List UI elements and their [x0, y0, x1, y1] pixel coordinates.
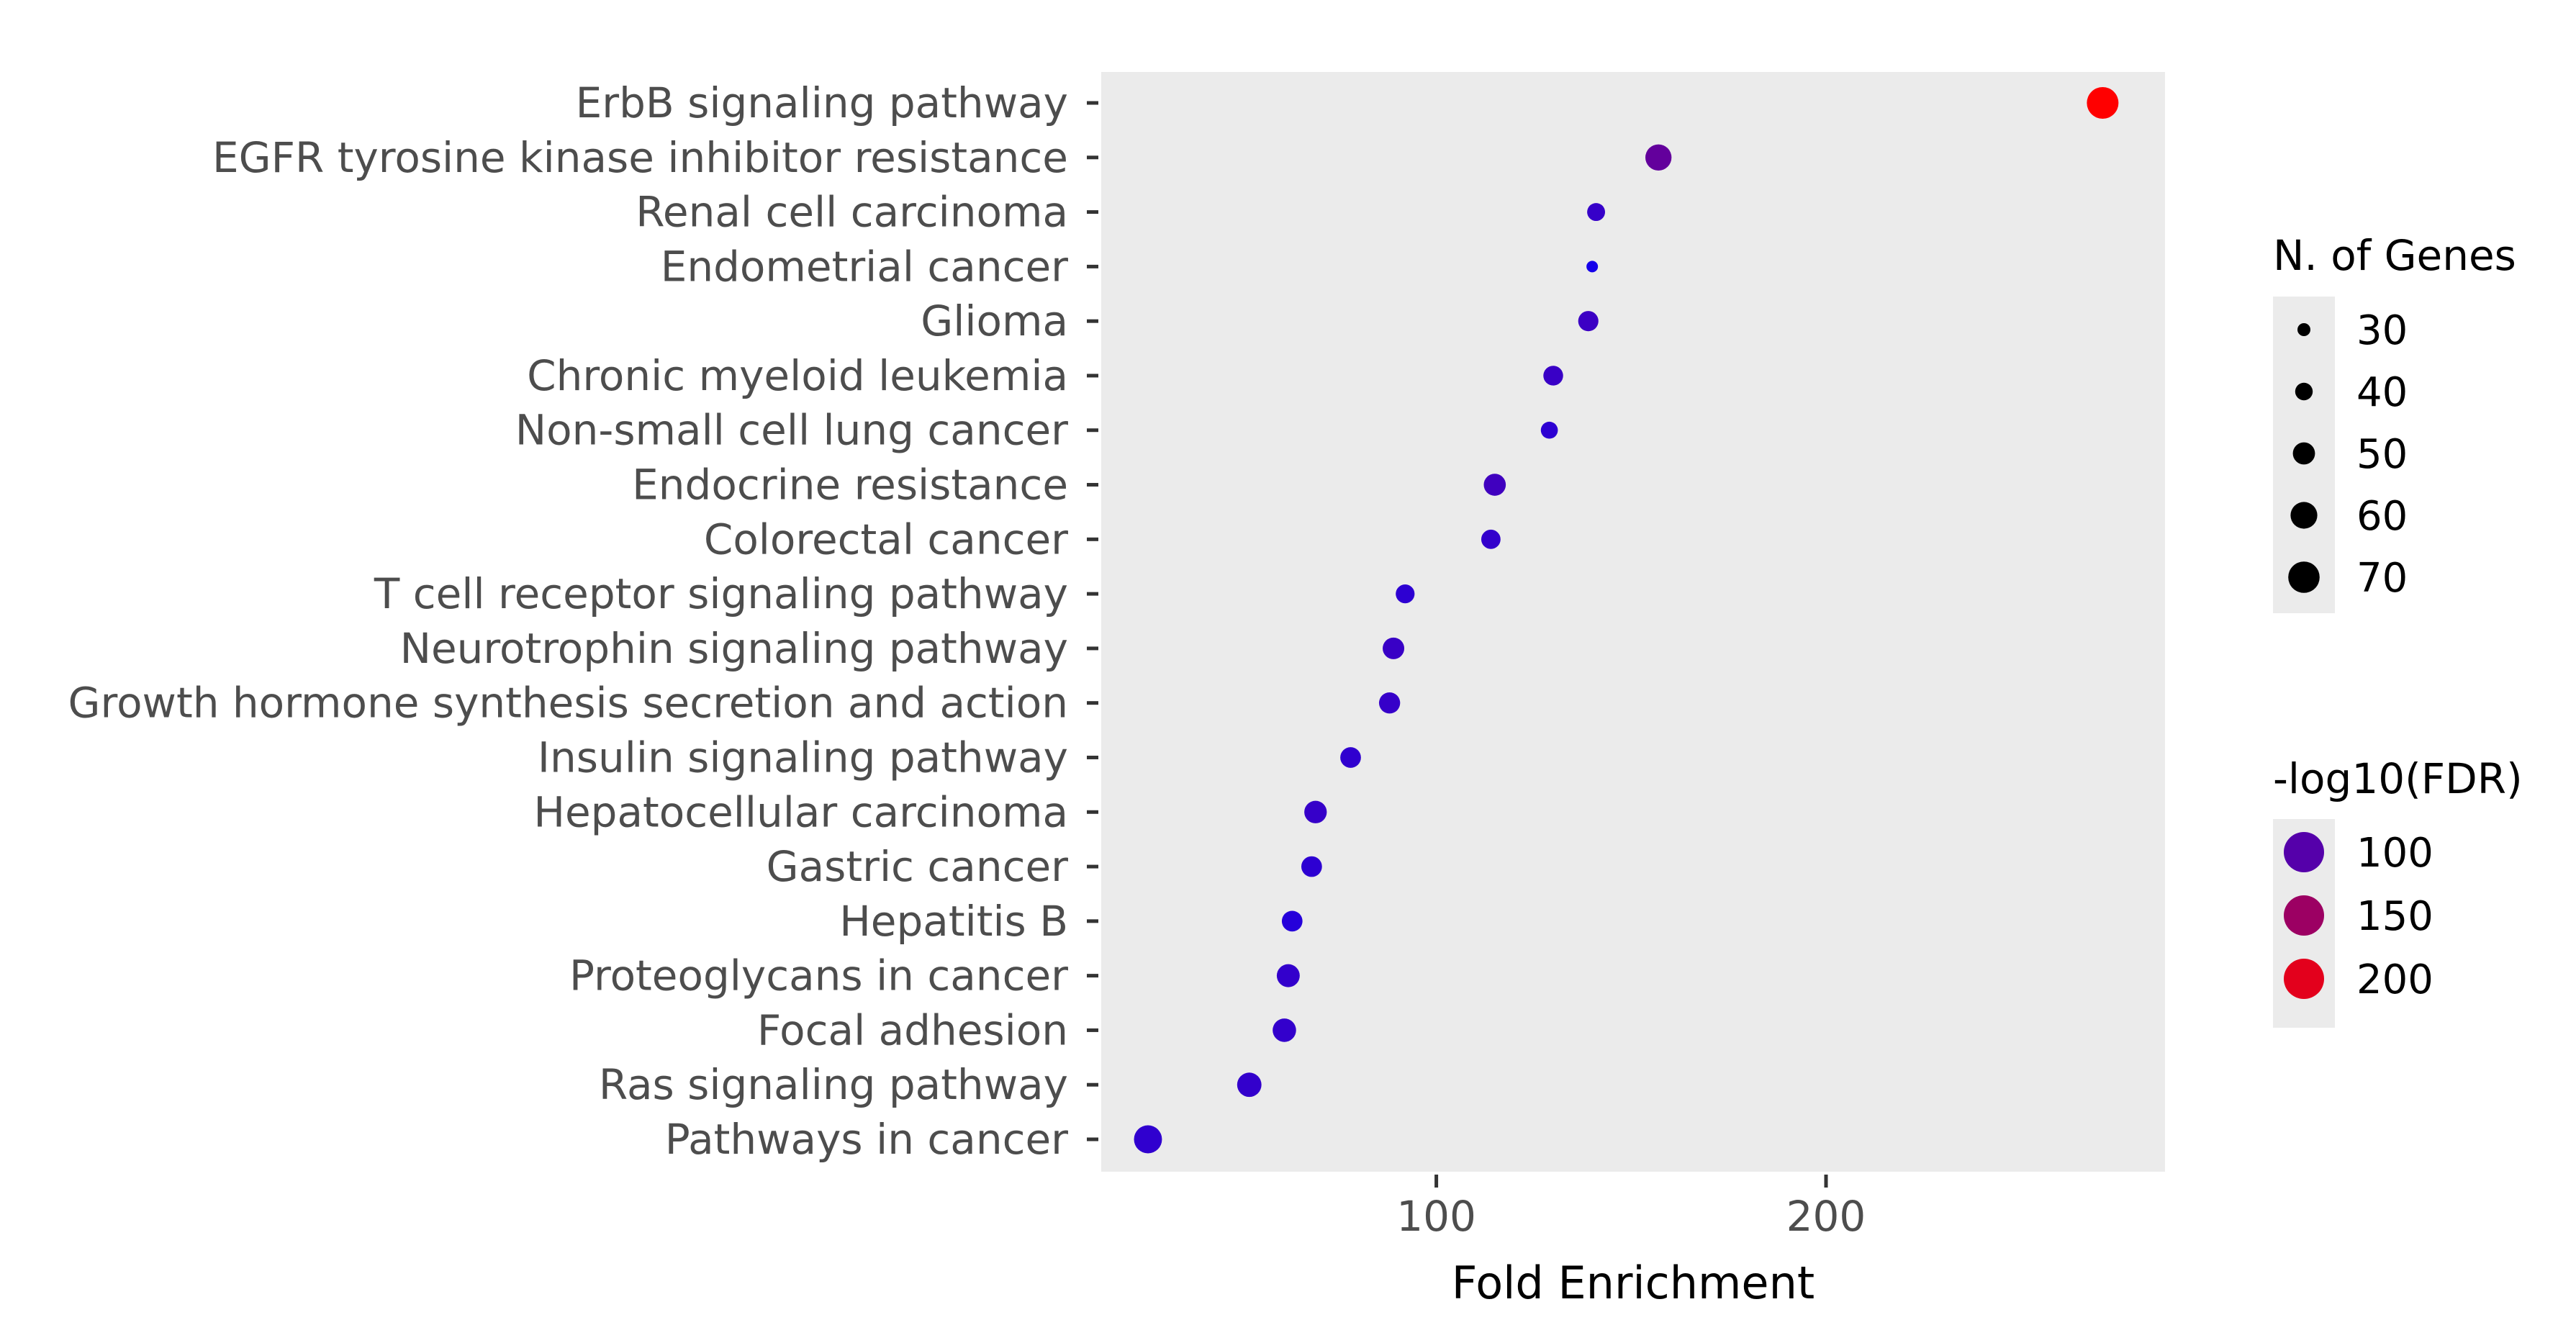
y-tick-label: T cell receptor signaling pathway	[374, 569, 1068, 618]
y-tick-label: Insulin signaling pathway	[538, 733, 1068, 782]
y-axis: ErbB signaling pathway EGFR tyrosine kina…	[68, 78, 1098, 1164]
y-tick-label: Renal cell carcinoma	[636, 188, 1068, 237]
data-point	[1586, 261, 1599, 273]
data-point	[1645, 144, 1672, 171]
size-legend-label: 60	[2356, 493, 2408, 540]
color-legend-label: 100	[2356, 830, 2433, 877]
y-tick-label: Endometrial cancer	[661, 242, 1068, 291]
data-points	[1134, 87, 2119, 1154]
y-tick-label: Pathways in cancer	[665, 1115, 1068, 1164]
color-legend-label: 200	[2356, 957, 2433, 1003]
size-legend-key	[2292, 442, 2315, 465]
color-legend-key	[2284, 895, 2324, 936]
y-tick-label: Neurotrophin signaling pathway	[400, 624, 1068, 673]
data-point	[1543, 366, 1563, 386]
size-legend-key	[2297, 323, 2310, 336]
x-tick-label: 100	[1396, 1192, 1476, 1241]
data-point	[1301, 856, 1322, 877]
color-legend-key	[2284, 959, 2324, 999]
y-tick-label: Ras signaling pathway	[599, 1060, 1068, 1109]
data-point	[1276, 964, 1300, 987]
data-point	[1340, 747, 1361, 768]
y-tick-label: Growth hormone synthesis secretion and a…	[68, 679, 1068, 728]
data-point	[1237, 1072, 1262, 1098]
y-tick-label: Hepatitis B	[839, 897, 1068, 946]
data-point	[1134, 1125, 1162, 1154]
data-point	[1378, 692, 1401, 714]
x-tick-label: 200	[1786, 1192, 1866, 1241]
data-point	[1483, 474, 1506, 496]
data-point	[1304, 800, 1327, 823]
data-point	[2087, 87, 2119, 119]
size-legend: N. of Genes 30 40 50 60 70	[2273, 231, 2516, 613]
plot-panel	[1101, 72, 2165, 1172]
y-tick-label: Chronic myeloid leukemia	[527, 351, 1068, 400]
data-point	[1281, 910, 1303, 932]
x-axis: 100 200	[1396, 1175, 1866, 1241]
size-legend-key	[2290, 502, 2318, 529]
size-legend-label: 40	[2356, 369, 2408, 416]
data-point	[1481, 529, 1501, 549]
color-legend-label: 150	[2356, 893, 2433, 940]
y-tick-label: Hepatocellular carcinoma	[533, 787, 1068, 836]
y-tick-label: EGFR tyrosine kinase inhibitor resistanc…	[212, 133, 1068, 182]
size-legend-key	[2295, 382, 2313, 401]
y-tick-label: ErbB signaling pathway	[576, 78, 1068, 127]
y-tick-label: Glioma	[921, 297, 1068, 345]
data-point	[1396, 584, 1415, 604]
size-legend-key	[2288, 561, 2320, 593]
y-tick-label: Focal adhesion	[757, 1005, 1068, 1054]
x-axis-title: Fold Enrichment	[1452, 1257, 1815, 1309]
size-legend-label: 30	[2356, 307, 2408, 354]
data-point	[1540, 421, 1558, 439]
size-legend-title: N. of Genes	[2273, 231, 2516, 280]
color-legend: -log10(FDR) 100 150 200	[2273, 754, 2523, 1028]
y-tick-label: Non-small cell lung cancer	[515, 406, 1068, 455]
data-point	[1383, 637, 1405, 659]
data-point	[1587, 203, 1606, 222]
y-tick-label: Colorectal cancer	[704, 515, 1068, 564]
size-legend-label: 70	[2356, 555, 2408, 602]
y-tick-label: Endocrine resistance	[632, 461, 1068, 510]
size-legend-label: 50	[2356, 431, 2408, 478]
y-tick-label: Gastric cancer	[767, 842, 1068, 891]
color-legend-key	[2284, 832, 2324, 872]
data-point	[1578, 311, 1599, 332]
y-tick-label: Proteoglycans in cancer	[569, 951, 1068, 1000]
data-point	[1273, 1018, 1296, 1042]
color-legend-title: -log10(FDR)	[2273, 754, 2523, 803]
